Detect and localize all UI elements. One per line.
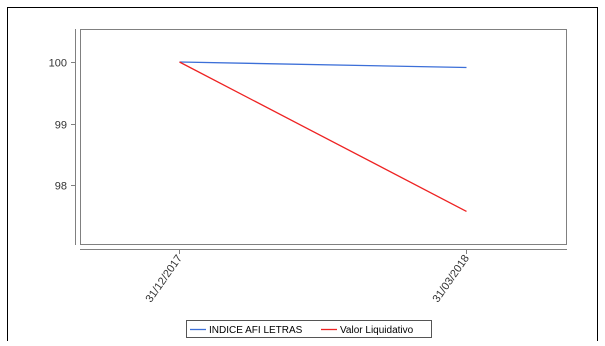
series-line-indice-afi-letras (179, 61, 467, 69)
legend-box (186, 320, 432, 338)
x-axis-ticks: 31/12/2017 31/03/2018 (144, 249, 472, 305)
legend-label-indice-afi-letras: INDICE AFI LETRAS (209, 325, 303, 336)
y-tick-label: 100 (49, 58, 67, 70)
x-tick-label: 31/03/2018 (431, 253, 472, 305)
series-lines (179, 61, 467, 212)
y-tick-label: 98 (55, 181, 67, 193)
series-line-valor-liquidativo (179, 61, 467, 212)
x-tick-label: 31/12/2017 (144, 253, 185, 305)
y-axis-ticks: 100 99 98 (49, 58, 76, 193)
y-tick-label: 99 (55, 120, 67, 132)
legend-label-valor-liquidativo: Valor Liquidativo (340, 325, 414, 336)
outer-frame (7, 7, 598, 341)
legend: INDICE AFI LETRAS Valor Liquidativo (186, 320, 432, 338)
